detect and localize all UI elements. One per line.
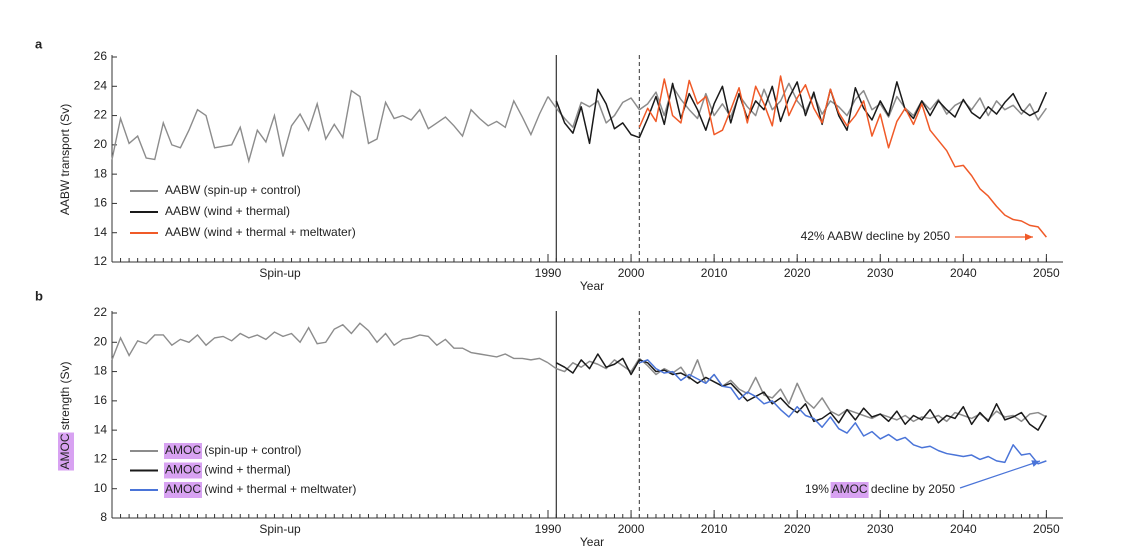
series-line: [555, 82, 1048, 129]
x-tick-label: 2020: [784, 522, 811, 536]
y-tick-label: 14: [94, 225, 108, 239]
y-tick-label: 16: [94, 196, 108, 210]
panel: b 8 10 12 14 16 18 20 22 1990 2000 2010 2020 2030 2040…: [35, 288, 1063, 549]
legend-label: AMOC (wind + thermal): [165, 463, 291, 477]
x-tick-label: 2030: [867, 522, 894, 536]
x-tick-label: 2020: [784, 266, 811, 280]
arrow-head: [1031, 460, 1040, 467]
y-tick-label: 12: [94, 452, 108, 466]
annotation: 42% AABW decline by 2050: [801, 229, 951, 243]
legend-label: AMOC (wind + thermal + meltwater): [165, 482, 356, 496]
y-axis-label: AABW transport (Sv): [58, 104, 72, 215]
y-tick-label: 16: [94, 393, 108, 407]
annotation-arrow: [959, 460, 1041, 489]
series-line: [555, 81, 1048, 145]
legend-label: AMOC (spin-up + control): [165, 443, 301, 457]
y-tick-label: 18: [94, 364, 108, 378]
x-tick-label: 1990: [535, 522, 562, 536]
highlight: [58, 432, 74, 471]
x-tick-label: 1990: [535, 266, 562, 280]
y-tick-label: 18: [94, 166, 108, 180]
x-tick-label: 2010: [701, 522, 728, 536]
spinup-line: [111, 89, 549, 164]
panel-letter: b: [35, 288, 43, 303]
series-line: [638, 75, 1047, 238]
x-tick-label: 2040: [950, 266, 977, 280]
y-tick-label: 14: [94, 422, 108, 436]
x-tick-label: 2040: [950, 522, 977, 536]
x-tick-label: 2030: [867, 266, 894, 280]
y-tick-label: 20: [94, 334, 108, 348]
series-line: [556, 357, 1047, 423]
panel: a 12 14 16 18 20 22 24 26 1990 2000 2010 2020 2030 204…: [35, 36, 1063, 293]
connector: [547, 96, 557, 109]
highlight: [830, 482, 869, 498]
series-line: [639, 359, 1047, 465]
y-tick-label: 24: [94, 78, 108, 92]
y-tick-label: 22: [94, 108, 108, 122]
x-tick-label: 2000: [618, 522, 645, 536]
y-axis-label-group: AABW transport (Sv): [58, 104, 72, 215]
legend-label: AABW (spin-up + control): [165, 183, 301, 197]
highlight: [164, 443, 202, 459]
x-tick-label: 2050: [1033, 266, 1060, 280]
y-tick-label: 10: [94, 481, 108, 495]
y-axis-label: AMOC strength (Sv): [58, 361, 72, 469]
spinup-label: Spin-up: [259, 266, 301, 280]
highlight: [164, 482, 202, 498]
legend-label: AABW (wind + thermal): [165, 204, 290, 218]
x-tick-label: 2010: [701, 266, 728, 280]
connector: [547, 362, 557, 370]
x-axis-label: Year: [580, 535, 604, 549]
y-axis-label-group: AMOC strength (Sv): [58, 361, 74, 471]
spinup-line: [111, 322, 549, 364]
arrow-head: [1025, 233, 1033, 241]
y-tick-label: 12: [94, 254, 108, 268]
annotation: 19% AMOC decline by 2050: [805, 482, 955, 496]
y-tick-label: 22: [94, 305, 108, 319]
panel-letter: a: [35, 36, 43, 51]
y-tick-label: 26: [94, 49, 108, 63]
x-tick-label: 2000: [618, 266, 645, 280]
x-tick-label: 2050: [1033, 522, 1060, 536]
spinup-label: Spin-up: [259, 522, 301, 536]
highlight: [164, 462, 202, 479]
series-line: [555, 353, 1048, 431]
x-axis-label: Year: [580, 279, 604, 293]
legend-label: AABW (wind + thermal + meltwater): [165, 225, 356, 239]
y-tick-label: 8: [100, 510, 107, 524]
y-tick-label: 20: [94, 137, 108, 151]
